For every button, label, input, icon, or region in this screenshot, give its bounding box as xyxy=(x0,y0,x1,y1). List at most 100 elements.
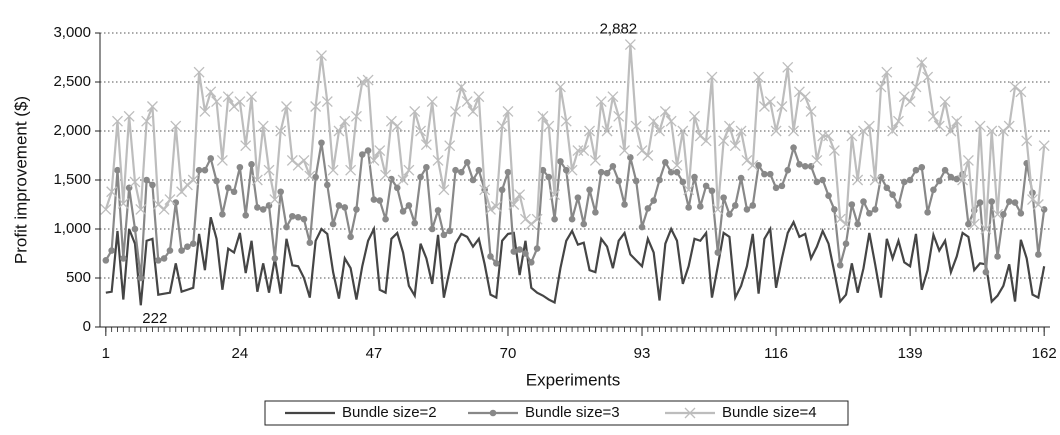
point xyxy=(370,196,378,203)
point xyxy=(461,96,473,108)
point xyxy=(854,220,861,228)
x-axis-title: Experiments xyxy=(526,370,620,389)
point xyxy=(485,203,496,215)
point xyxy=(1017,210,1025,217)
point xyxy=(823,130,834,142)
point xyxy=(298,154,310,166)
point xyxy=(224,184,232,192)
point xyxy=(510,248,518,255)
point xyxy=(310,101,322,112)
point xyxy=(731,202,739,209)
x-tick-label: 162 xyxy=(1032,345,1057,362)
point xyxy=(216,154,228,166)
point xyxy=(654,125,665,137)
point xyxy=(613,110,625,122)
point xyxy=(568,215,576,223)
series-line xyxy=(105,216,1046,306)
point xyxy=(941,166,949,174)
point xyxy=(184,243,191,250)
point xyxy=(578,145,590,157)
point xyxy=(228,101,240,112)
point xyxy=(968,218,980,230)
point xyxy=(662,159,669,166)
point xyxy=(152,199,164,210)
point xyxy=(962,154,974,166)
point xyxy=(316,50,327,61)
point xyxy=(665,115,677,127)
point xyxy=(498,186,506,194)
point xyxy=(450,105,461,117)
point xyxy=(479,184,491,196)
point xyxy=(702,182,710,190)
point xyxy=(440,231,448,239)
point xyxy=(211,96,223,108)
point xyxy=(895,202,902,209)
point xyxy=(380,169,392,181)
point xyxy=(747,159,759,171)
point xyxy=(143,176,150,184)
point xyxy=(106,186,118,198)
point xyxy=(376,197,384,204)
point xyxy=(504,168,512,176)
point xyxy=(236,163,244,171)
point xyxy=(458,168,465,176)
point xyxy=(254,204,261,211)
point xyxy=(469,176,477,184)
point xyxy=(790,144,797,151)
point xyxy=(549,189,561,201)
point xyxy=(557,158,564,165)
annotation: 2,882 xyxy=(600,21,638,38)
point xyxy=(953,175,961,183)
point xyxy=(992,208,1004,220)
point xyxy=(415,125,427,137)
point xyxy=(368,154,380,166)
point xyxy=(667,168,675,176)
point xyxy=(490,201,502,212)
point xyxy=(735,125,747,137)
point xyxy=(399,208,407,215)
point xyxy=(910,81,922,93)
point xyxy=(957,174,969,186)
point xyxy=(551,215,558,223)
point xyxy=(723,120,735,132)
point xyxy=(965,220,972,228)
legend-label: Bundle size=3 xyxy=(525,404,620,421)
point xyxy=(697,203,704,210)
point xyxy=(207,155,215,162)
point xyxy=(679,178,687,186)
point xyxy=(350,110,362,122)
point xyxy=(836,261,844,269)
point xyxy=(597,168,605,176)
point xyxy=(170,120,182,132)
point xyxy=(935,177,943,185)
point xyxy=(924,209,931,216)
point xyxy=(141,115,153,127)
point xyxy=(1027,194,1038,206)
point xyxy=(1003,120,1015,132)
point xyxy=(108,247,115,254)
point xyxy=(881,66,893,78)
point xyxy=(729,140,741,152)
point xyxy=(933,120,945,132)
point xyxy=(980,223,992,235)
point xyxy=(1005,198,1013,205)
point xyxy=(362,74,374,86)
point xyxy=(374,145,386,157)
point xyxy=(304,170,316,182)
point xyxy=(712,203,724,215)
point xyxy=(347,233,354,241)
point xyxy=(164,194,176,206)
point xyxy=(181,179,193,191)
point xyxy=(358,151,366,158)
legend-marker xyxy=(684,407,696,419)
point xyxy=(493,260,500,267)
point xyxy=(327,164,339,176)
x-tick-label: 93 xyxy=(634,345,651,362)
point xyxy=(554,81,566,93)
point xyxy=(875,81,887,93)
point xyxy=(329,220,337,228)
point xyxy=(912,166,920,174)
point xyxy=(409,105,421,117)
point xyxy=(764,96,776,108)
point xyxy=(609,162,617,170)
